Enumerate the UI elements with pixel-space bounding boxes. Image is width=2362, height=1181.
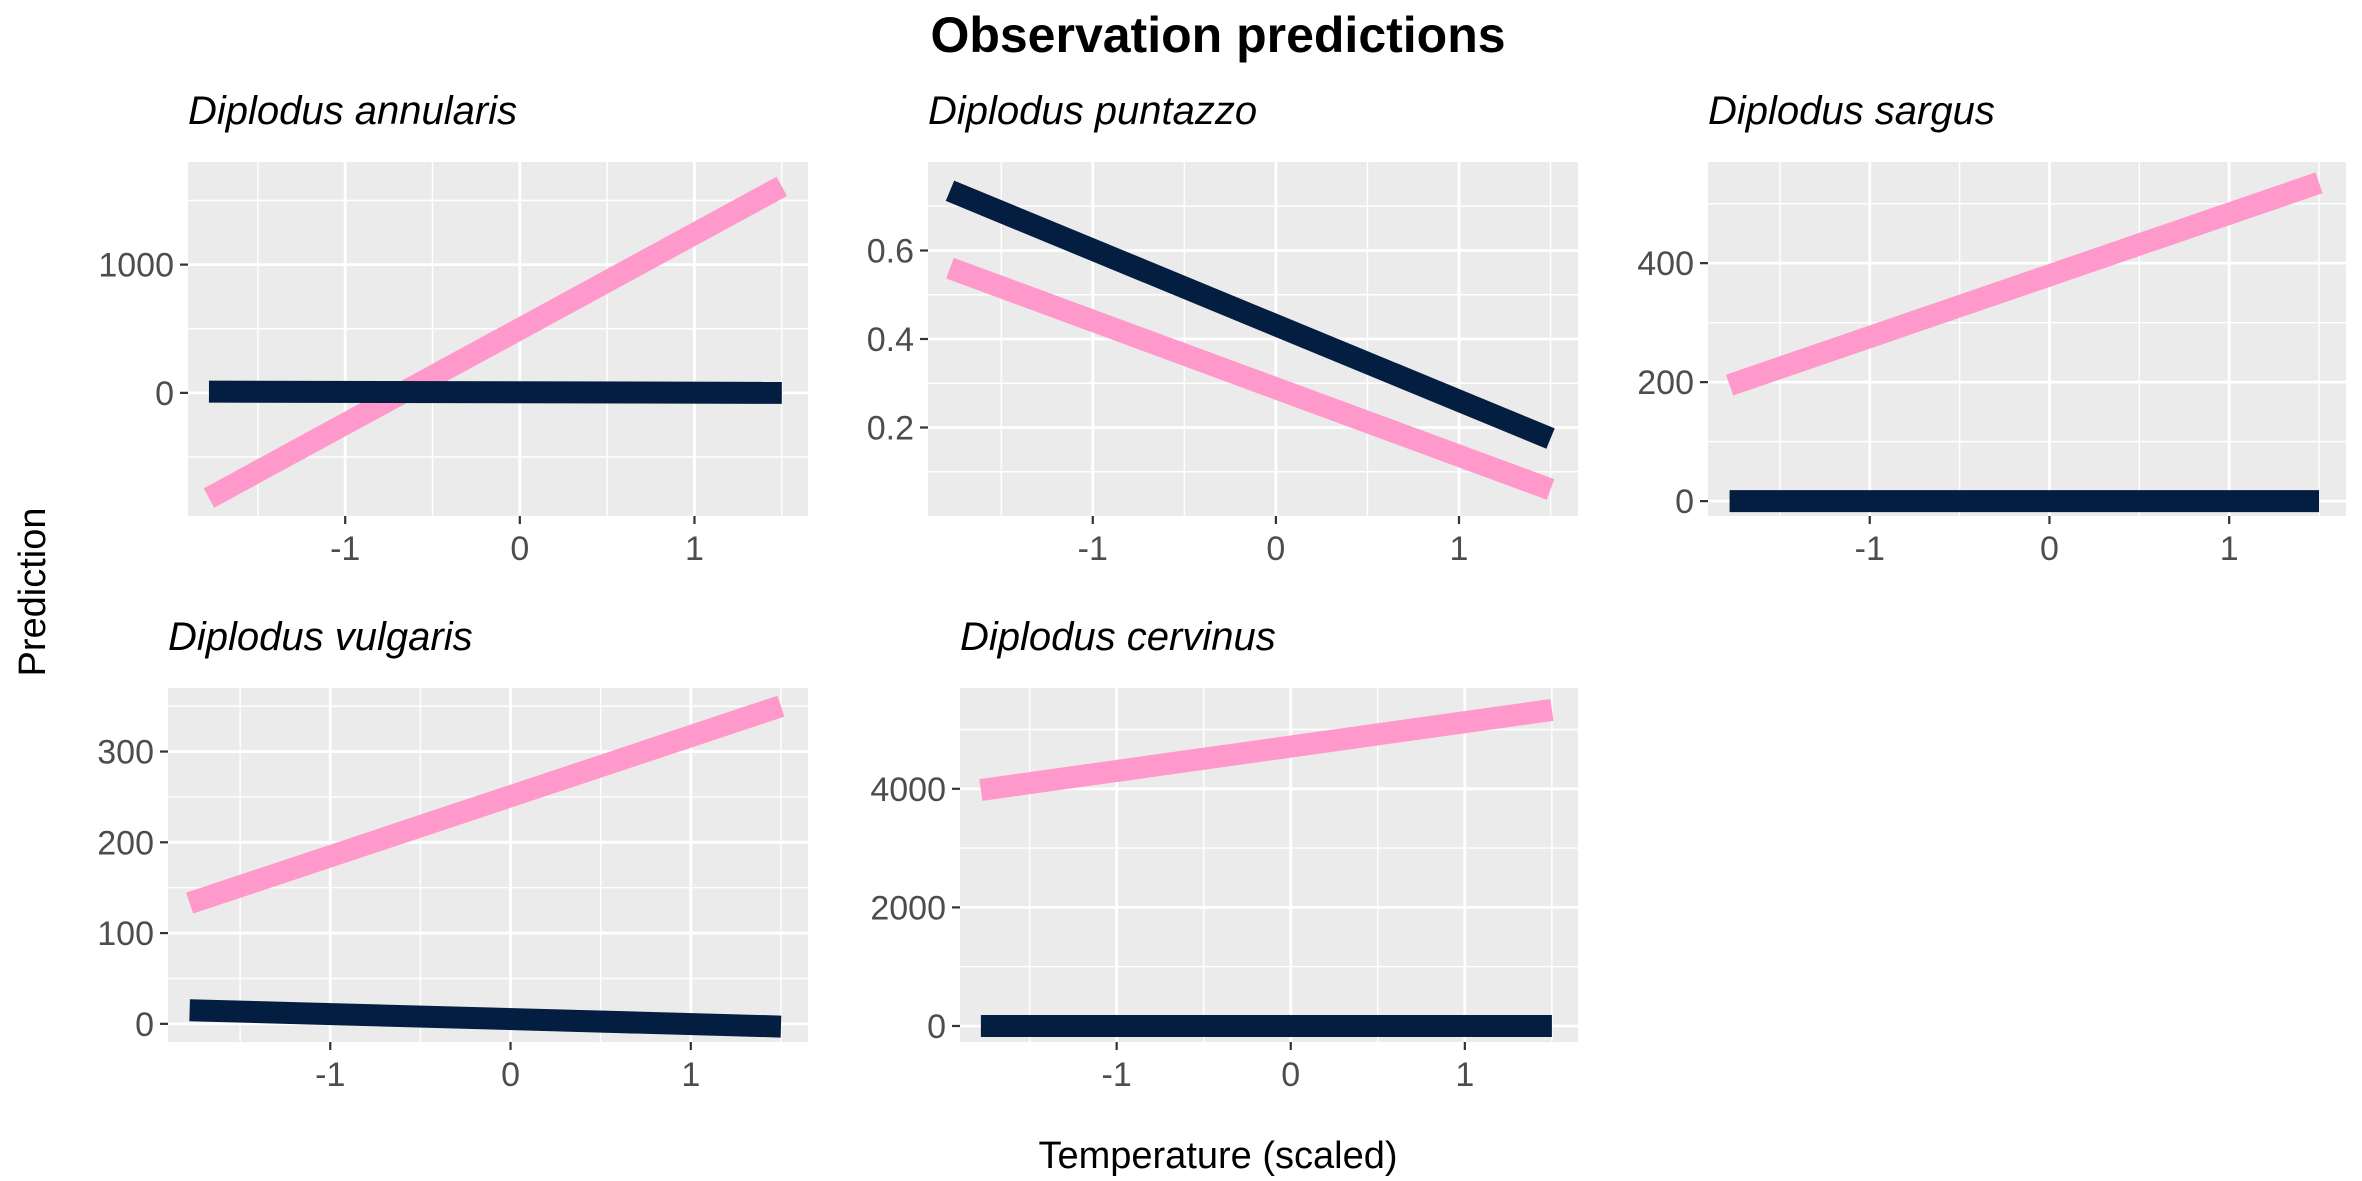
series-line-navy (945, 180, 1555, 449)
x-tick-label: -1 (315, 1056, 345, 1094)
y-tick-label: 0 (927, 1008, 946, 1046)
y-tick-label: 0 (155, 375, 174, 413)
x-tick-label: 1 (685, 530, 704, 568)
x-tick-label: 1 (1450, 530, 1469, 568)
facet-diplodus-puntazzo: Diplodus puntazzo -1 0 1 0.2 0.4 0.6 (867, 89, 1578, 568)
x-tick-label: 1 (1455, 1056, 1474, 1094)
y-tick-label: 300 (97, 734, 154, 772)
series-line-pink (203, 176, 788, 508)
y-tick-label: 0.6 (867, 233, 914, 271)
x-tick-label: 0 (1281, 1056, 1300, 1094)
chart-title: Observation predictions (930, 7, 1505, 63)
x-tick-label: 0 (1266, 530, 1285, 568)
x-tick-label: 0 (501, 1056, 520, 1094)
y-tick-label: 2000 (870, 889, 946, 927)
x-tick-label: 1 (681, 1056, 700, 1094)
y-tick-label: 0 (135, 1006, 154, 1044)
facet-diplodus-sargus: Diplodus sargus -1 0 1 0 200 400 (1637, 89, 2346, 568)
x-tick-label: -1 (330, 530, 360, 568)
x-tick-label: 0 (510, 530, 529, 568)
facet-title: Diplodus puntazzo (928, 89, 1257, 133)
y-tick-label: 0.2 (867, 410, 914, 448)
facet-diplodus-vulgaris: Diplodus vulgaris -1 0 1 0 100 200 300 (97, 615, 808, 1094)
y-tick-label: 100 (97, 915, 154, 953)
x-tick-label: 0 (2040, 530, 2059, 568)
facet-diplodus-annularis: Diplodus annularis -1 0 1 0 1000 (98, 89, 808, 568)
series-line-navy (189, 999, 782, 1038)
facet-title: Diplodus annularis (188, 89, 517, 133)
facet-title: Diplodus cervinus (960, 615, 1276, 659)
facet-diplodus-cervinus: Diplodus cervinus -1 0 1 0 2000 4000 (870, 615, 1578, 1094)
facet-title: Diplodus sargus (1708, 89, 1995, 133)
x-tick-label: -1 (1855, 530, 1885, 568)
y-tick-label: 0.4 (867, 321, 914, 359)
panel-background (168, 688, 808, 1042)
y-tick-label: 0 (1675, 483, 1694, 521)
y-tick-label: 200 (1637, 364, 1694, 402)
x-tick-label: 1 (2220, 530, 2239, 568)
series-line-pink (979, 699, 1554, 801)
y-tick-label: 200 (97, 824, 154, 862)
series-line-pink (186, 695, 785, 914)
series-line-navy (208, 380, 782, 404)
y-tick-label: 4000 (870, 771, 946, 809)
facet-title: Diplodus vulgaris (168, 615, 473, 659)
y-tick-label: 1000 (98, 247, 174, 285)
series-line-pink (946, 257, 1555, 500)
x-axis-title: Temperature (scaled) (1038, 1135, 1397, 1177)
y-axis-title: Prediction (12, 508, 54, 677)
y-tick-label: 400 (1637, 245, 1694, 283)
series-line-pink (1725, 172, 2323, 396)
x-tick-label: -1 (1102, 1056, 1132, 1094)
x-tick-label: -1 (1078, 530, 1108, 568)
